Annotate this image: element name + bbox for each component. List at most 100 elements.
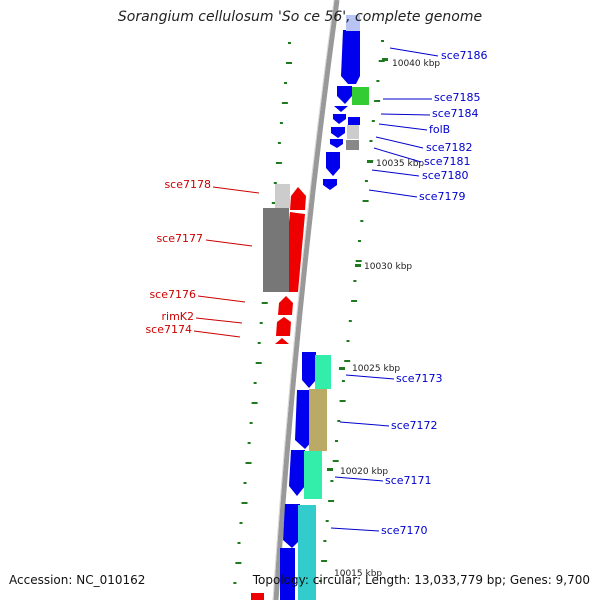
gc-dot (341, 380, 345, 382)
label-rimK2[interactable]: rimK2 (161, 310, 194, 323)
gc-dot (362, 200, 369, 202)
scale-label: 10030 kbp (364, 262, 412, 272)
gene-sce7174[interactable] (275, 338, 289, 344)
gc-dot (335, 440, 338, 442)
gene-folB[interactable] (333, 114, 346, 124)
gc-dot (355, 260, 362, 262)
gc-dot (239, 522, 243, 524)
minus-labels: sce7178 sce7177 sce7176 rimK2 sce7174 (145, 178, 260, 338)
hit-darkgrey (263, 208, 289, 292)
gc-dot (279, 122, 283, 124)
gc-dot (358, 240, 361, 242)
gc-dot (353, 280, 357, 282)
gc-dot (286, 62, 292, 64)
gene-sce7171[interactable] (289, 450, 305, 496)
gc-dot (376, 80, 380, 82)
hit-mint-2 (304, 451, 322, 499)
gc-dot (328, 500, 335, 502)
accession-text: Accession: NC_010162 (9, 573, 146, 587)
gene-sce7176[interactable] (278, 296, 293, 315)
gc-dot (330, 480, 334, 482)
gc-dot (243, 482, 247, 484)
gc-dot (255, 362, 262, 364)
label-folB[interactable]: folB (429, 123, 450, 136)
gene-sce7184[interactable] (334, 106, 348, 112)
gc-dot (364, 180, 368, 182)
scale-label: 10035 kbp (376, 159, 424, 169)
gc-dot (247, 442, 251, 444)
label-sce7171[interactable]: sce7171 (385, 474, 432, 487)
label-sce7179[interactable]: sce7179 (419, 190, 466, 203)
gc-dot (251, 402, 258, 404)
gc-dot (284, 82, 287, 84)
gene-bottom-red (251, 593, 264, 600)
gc-dot (339, 400, 346, 402)
gc-dot (253, 382, 257, 384)
gc-dot (337, 420, 341, 422)
gc-dot (275, 162, 282, 164)
label-sce7172[interactable]: sce7172 (391, 419, 438, 432)
gc-dot (288, 42, 291, 44)
gc-dot (325, 520, 329, 522)
gc-dot (318, 580, 322, 582)
gc-dot (261, 302, 268, 304)
gene-sce7170[interactable] (283, 504, 300, 548)
gene-sce7180[interactable] (326, 152, 340, 176)
gene-sce7186[interactable] (341, 30, 360, 84)
scale-label: 10020 kbp (340, 467, 388, 477)
label-sce7181[interactable]: sce7181 (424, 155, 471, 168)
label-sce7185[interactable]: sce7185 (434, 91, 481, 104)
gene-sce7185[interactable] (337, 86, 352, 104)
gc-dot (237, 542, 241, 544)
map-title: Sorangium cellulosum 'So ce 56', complet… (117, 9, 483, 25)
gene-sce7181[interactable] (330, 139, 343, 148)
plus-strand-genes (280, 15, 360, 600)
gc-dot (233, 582, 237, 584)
hit-blocks (263, 87, 369, 600)
label-sce7180[interactable]: sce7180 (422, 169, 469, 182)
hit-grey-1 (347, 125, 359, 139)
scale-labels: 10040 kbp 10035 kbp 10030 kbp 10025 kbp … (327, 58, 440, 579)
gc-dot (281, 102, 288, 104)
label-sce7184[interactable]: sce7184 (432, 107, 479, 120)
gene-sce7186-top (346, 15, 360, 31)
label-sce7173[interactable]: sce7173 (396, 372, 443, 385)
gene-sce7179[interactable] (323, 179, 337, 190)
gene-rimK2[interactable] (276, 317, 291, 336)
gc-dot (271, 202, 278, 204)
gene-sce7178[interactable] (290, 187, 306, 210)
gene-sce7182[interactable] (331, 127, 345, 138)
label-sce7176[interactable]: sce7176 (149, 288, 196, 301)
label-sce7182[interactable]: sce7182 (426, 141, 473, 154)
gc-dot (360, 220, 364, 222)
hit-grey-2 (346, 140, 359, 150)
gc-dot (249, 422, 253, 424)
label-sce7186[interactable]: sce7186 (441, 49, 488, 62)
label-sce7170[interactable]: sce7170 (381, 524, 428, 537)
scale-label: 10015 kbp (334, 569, 382, 579)
gc-dot (245, 462, 252, 464)
label-sce7177[interactable]: sce7177 (156, 232, 203, 245)
scale-label: 10040 kbp (392, 59, 440, 69)
backbone (272, 0, 340, 600)
gene-tail (280, 548, 295, 600)
gc-dot (369, 140, 373, 142)
hit-cyan (298, 505, 316, 600)
gc-dot (321, 560, 328, 562)
gene-sce7173[interactable] (302, 352, 316, 388)
hit-lightgrey-top (275, 184, 290, 208)
plus-labels: sce7186 sce7185 sce7184 folB sce7182 sce… (330, 47, 488, 537)
gc-dot (348, 320, 352, 322)
gc-dot (344, 360, 351, 362)
gc-dot (332, 460, 339, 462)
label-sce7174[interactable]: sce7174 (145, 323, 192, 336)
gc-dot (351, 300, 358, 302)
gc-dot (235, 562, 242, 564)
gc-dot (241, 502, 248, 504)
label-sce7178[interactable]: sce7178 (164, 178, 211, 191)
gc-dot (378, 60, 385, 62)
gc-dot (346, 340, 350, 342)
gc-dot (277, 142, 281, 144)
gene-sce7172[interactable] (295, 390, 313, 449)
